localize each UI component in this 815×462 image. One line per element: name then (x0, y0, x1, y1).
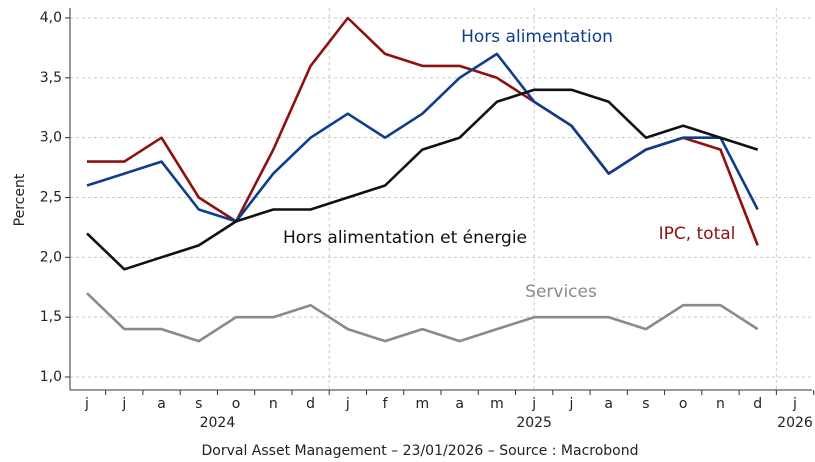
x-tick-label: a (604, 396, 613, 412)
x-tick-label: a (455, 396, 464, 412)
x-tick-label: n (269, 396, 278, 412)
x-tick-label: m (490, 396, 504, 412)
x-tick-label: d (753, 396, 762, 412)
year-label: 2024 (200, 415, 236, 431)
x-tick-label: o (232, 396, 241, 412)
y-tick-label: 4,0 (40, 10, 62, 26)
series-line (86, 88, 759, 271)
source: Dorval Asset Management – 23/01/2026 – S… (201, 443, 638, 459)
y-tick-label: 1,5 (40, 309, 62, 325)
x-tick-label: j (568, 396, 573, 412)
x-tick-label: o (679, 396, 688, 412)
x-tick-label: j (84, 396, 89, 412)
series-label: IPC, total (659, 224, 736, 244)
y-tick-label: 1,0 (40, 369, 62, 385)
series-label: Hors alimentation (461, 27, 613, 47)
x-tick-label: a (157, 396, 166, 412)
x-tick-label: d (306, 396, 315, 412)
series-label: Services (525, 282, 597, 302)
year-label: 2026 (777, 415, 813, 431)
series-line (87, 16, 759, 246)
x-tick-label: j (121, 396, 126, 412)
series-label: Hors alimentation et énergie (283, 228, 527, 248)
series-line (86, 292, 759, 343)
year-label: 2025 (516, 415, 552, 431)
x-tick-label: n (716, 396, 725, 412)
y-axis-label: Percent (12, 173, 28, 226)
series-line (86, 52, 759, 223)
x-tick-label: j (345, 396, 350, 412)
y-tick-label: 2,5 (40, 190, 62, 206)
x-tick-label: m (416, 396, 430, 412)
x-tick-label: j (531, 396, 536, 412)
x-tick-label: j (792, 396, 797, 412)
x-tick-label: s (195, 396, 202, 412)
y-tick-label: 3,0 (40, 130, 62, 146)
y-tick-label: 3,5 (40, 70, 62, 86)
y-tick-label: 2,0 (40, 249, 62, 265)
x-tick-label: f (383, 396, 389, 412)
x-tick-label: s (642, 396, 649, 412)
